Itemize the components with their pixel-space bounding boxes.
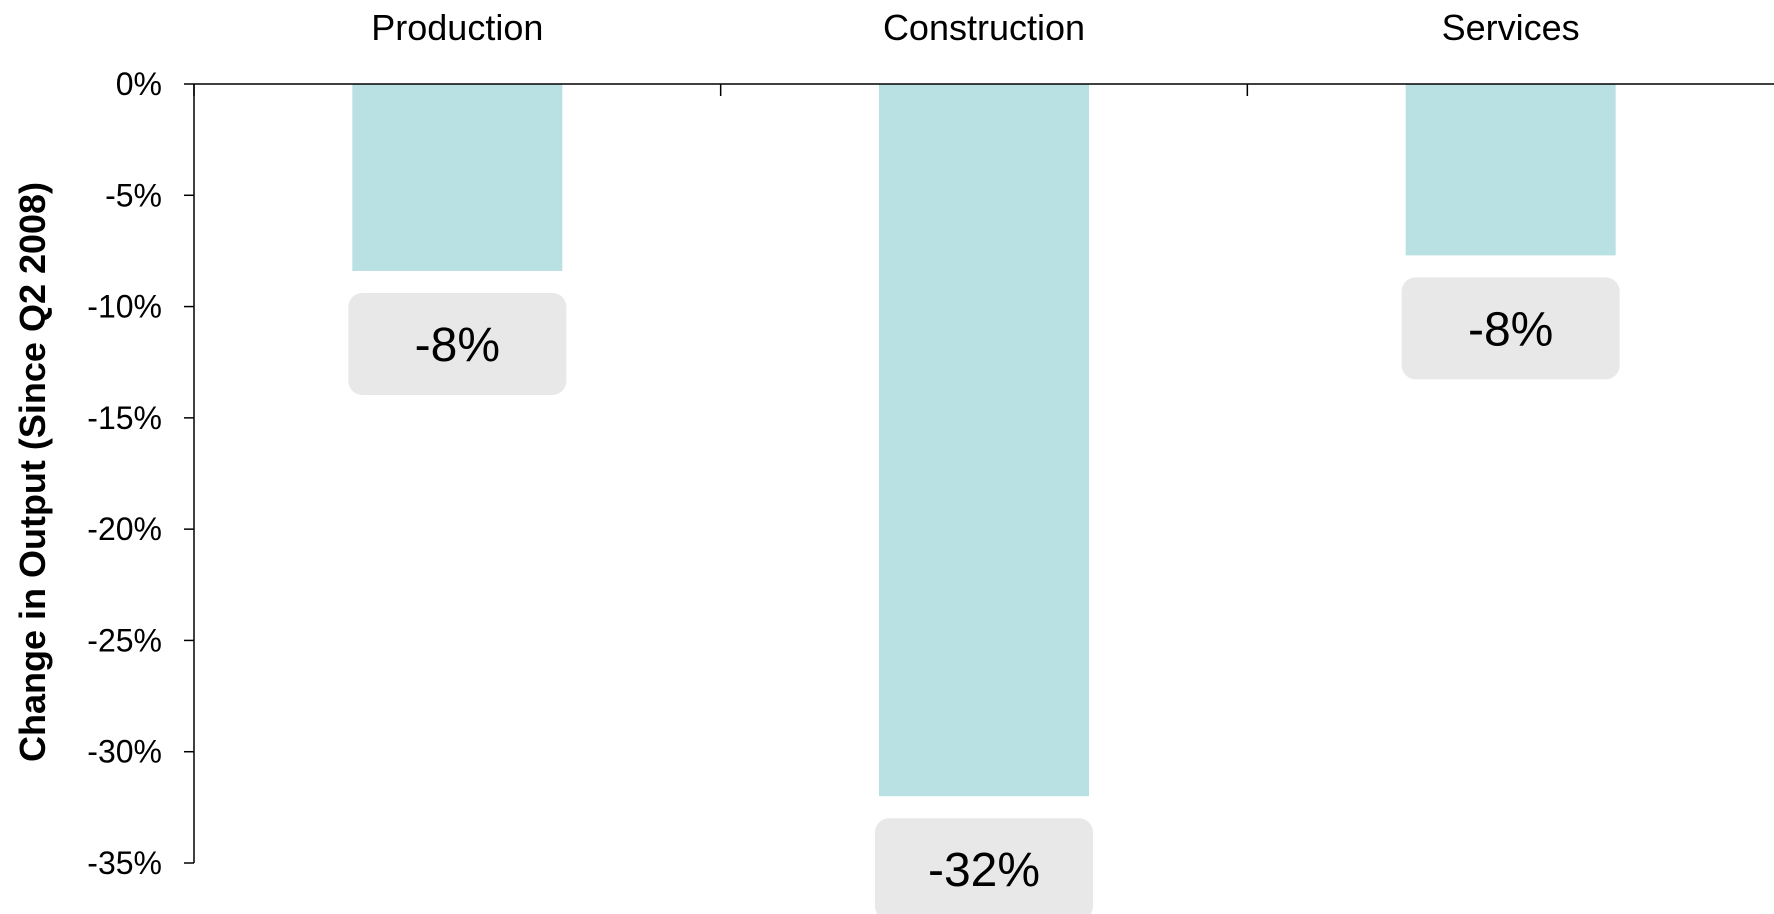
y-tick-label: -30% [87, 734, 162, 770]
data-label: -8% [415, 319, 500, 372]
y-tick-label: -20% [87, 511, 162, 547]
data-label: -32% [928, 844, 1040, 897]
bar [352, 84, 563, 271]
bar [879, 84, 1089, 797]
category-label: Production [371, 7, 543, 48]
y-tick-label: -5% [105, 177, 162, 213]
data-labels-layer: -8% -32% -8% [348, 277, 1620, 914]
y-ticks-layer: 0% -5% -10% -15% -20% -25% -30% -35% [87, 66, 194, 881]
data-label-box [875, 818, 1093, 914]
data-label-box [348, 292, 567, 395]
data-label: -8% [1468, 303, 1553, 356]
y-tick-label: -35% [87, 845, 162, 881]
y-tick-label: -25% [87, 622, 162, 658]
bar [1405, 84, 1616, 256]
data-label-box [1401, 277, 1620, 380]
axes-layer [193, 83, 1774, 863]
y-axis-title: Change in Output (Since Q2 2008) [12, 182, 53, 762]
category-label: Services [1442, 7, 1580, 48]
y-tick-label: -15% [87, 400, 162, 436]
category-label: Construction [883, 7, 1085, 48]
bars-layer [352, 84, 1616, 797]
y-axis-title-group: Change in Output (Since Q2 2008) [12, 182, 53, 762]
y-tick-label: 0% [116, 66, 162, 102]
category-labels-layer: Production Construction Services [371, 7, 1579, 48]
y-tick-label: -10% [87, 289, 162, 325]
